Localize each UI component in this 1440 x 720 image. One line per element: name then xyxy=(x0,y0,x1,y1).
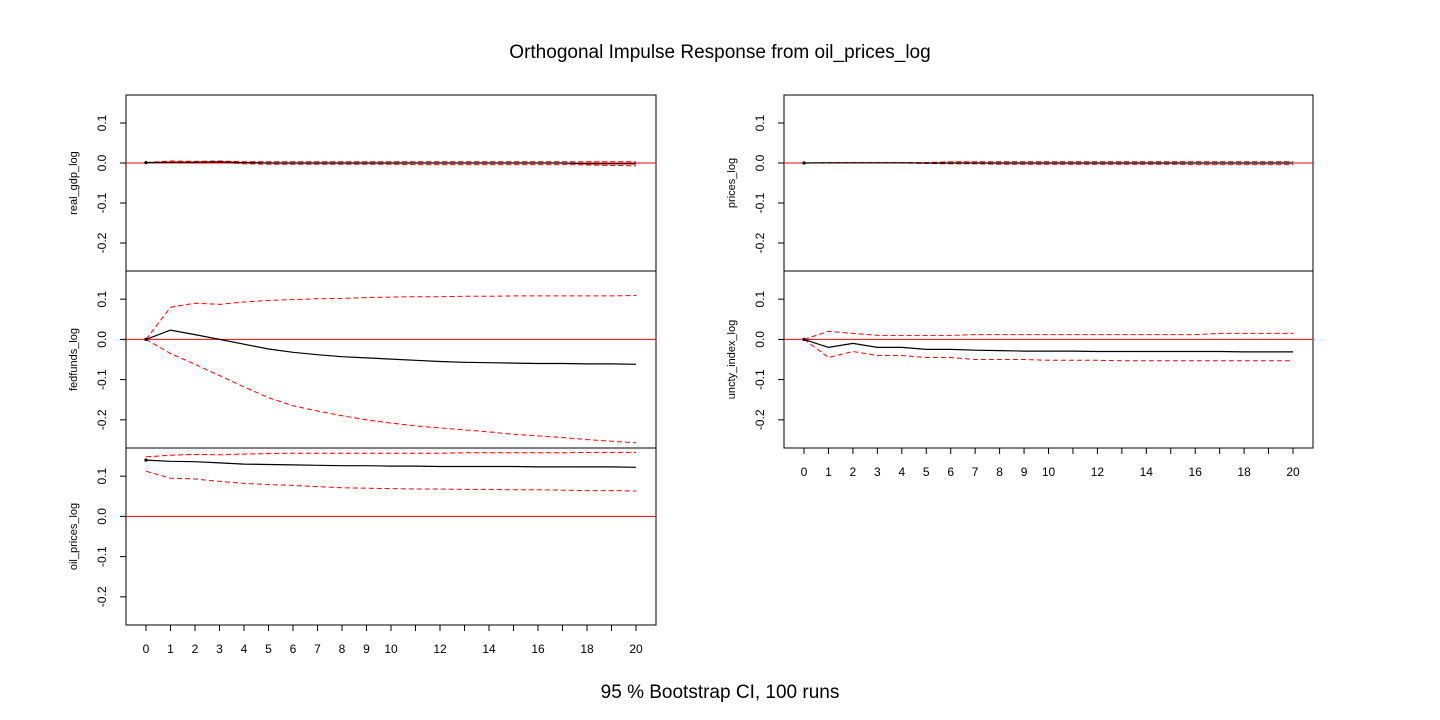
response-start-point xyxy=(802,337,806,341)
x-tick-label: 10 xyxy=(1042,465,1056,479)
response-line xyxy=(145,161,636,165)
y-tick-label: -0.2 xyxy=(95,232,109,253)
x-tick-label: 4 xyxy=(241,642,248,656)
ci-lower-line xyxy=(145,338,637,444)
response-start-point xyxy=(144,161,148,165)
y-tick-label: -0.1 xyxy=(95,369,109,390)
x-tick-label: 18 xyxy=(580,642,594,656)
ci-lower-line xyxy=(145,162,637,167)
x-tick-label: 7 xyxy=(972,465,979,479)
y-tick-label: 0.1 xyxy=(95,467,109,484)
y-tick-label: -0.2 xyxy=(95,586,109,607)
y-tick-label: 0.0 xyxy=(753,154,767,171)
x-tick-label: 4 xyxy=(898,465,905,479)
y-tick-label: -0.1 xyxy=(95,546,109,567)
response-start-point xyxy=(144,458,148,462)
ci-upper-line xyxy=(145,295,637,340)
ci-upper-line xyxy=(145,451,636,458)
ci-caption: 95 % Bootstrap CI, 100 runs xyxy=(600,682,840,703)
x-tick-label: 6 xyxy=(290,642,297,656)
x-tick-label: 10 xyxy=(384,642,398,656)
ci-lower-line xyxy=(145,470,637,492)
x-tick-label: 1 xyxy=(825,465,832,479)
x-tick-label: 6 xyxy=(947,465,954,479)
x-tick-label: 0 xyxy=(143,642,150,656)
x-tick-label: 16 xyxy=(1189,465,1203,479)
y-axis-label: oil_prices_log xyxy=(68,503,80,570)
ci-lower-line xyxy=(803,338,1293,362)
panel-fedfunds-log: -0.2 -0.1 0.0 0.1 fedfunds_log xyxy=(68,270,657,449)
y-tick-label: 0.0 xyxy=(753,331,767,348)
response-line xyxy=(145,459,637,468)
x-tick-label: 20 xyxy=(1286,465,1300,479)
x-tick-label: 12 xyxy=(1091,465,1105,479)
y-tick-label: 0.1 xyxy=(753,290,767,307)
y-tick-label: -0.1 xyxy=(95,192,109,213)
y-axis-label: prices_log xyxy=(726,158,738,208)
x-tick-label: 3 xyxy=(874,465,881,479)
panel-frame xyxy=(783,94,1314,272)
response-start-point xyxy=(144,337,148,341)
panel-real-gdp-log: -0.2 -0.1 0.0 0.1 real_gdp_log xyxy=(68,94,657,272)
x-tick-label: 20 xyxy=(629,642,643,656)
response-line xyxy=(145,329,637,365)
panel-frame xyxy=(125,94,657,272)
y-tick-label: -0.2 xyxy=(753,409,767,430)
x-tick-label: 9 xyxy=(1021,465,1028,479)
x-tick-label: 3 xyxy=(216,642,223,656)
chart-title: Orthogonal Impulse Response from oil_pri… xyxy=(509,42,931,63)
x-tick-label: 9 xyxy=(363,642,370,656)
panel-frame xyxy=(783,270,1314,449)
y-tick-label: 0.1 xyxy=(95,114,109,131)
ci-upper-line xyxy=(145,160,636,164)
y-tick-label: -0.2 xyxy=(95,409,109,430)
y-axis-label: real_gdp_log xyxy=(68,151,80,215)
x-tick-label: 8 xyxy=(996,465,1003,479)
x-tick-label: 7 xyxy=(314,642,321,656)
x-tick-label: 1 xyxy=(167,642,174,656)
panel-prices-log: -0.2 -0.1 0.0 0.1 prices_log xyxy=(726,94,1314,272)
x-tick-label: 2 xyxy=(850,465,857,479)
y-tick-label: 0.1 xyxy=(753,114,767,131)
y-axis-label: fedfunds_log xyxy=(68,328,80,391)
x-tick-label: 8 xyxy=(339,642,346,656)
ci-upper-line xyxy=(803,330,1293,340)
x-tick-label: 14 xyxy=(482,642,496,656)
y-tick-label: 0.1 xyxy=(95,290,109,307)
x-tick-label: 5 xyxy=(265,642,272,656)
y-tick-label: -0.1 xyxy=(753,369,767,390)
x-tick-label: 12 xyxy=(433,642,447,656)
y-tick-label: 0.0 xyxy=(95,508,109,525)
x-tick-label: 2 xyxy=(192,642,199,656)
response-line xyxy=(803,338,1293,353)
y-axis-label: uncty_index_log xyxy=(726,320,738,400)
response-start-point xyxy=(802,161,806,165)
panel-frame xyxy=(125,447,657,626)
x-tick-label: 16 xyxy=(531,642,545,656)
y-tick-label: 0.0 xyxy=(95,154,109,171)
y-tick-label: -0.1 xyxy=(753,192,767,213)
y-tick-label: -0.2 xyxy=(753,232,767,253)
x-tick-label: 5 xyxy=(923,465,930,479)
x-tick-label: 0 xyxy=(801,465,808,479)
x-tick-label: 14 xyxy=(1140,465,1154,479)
y-tick-label: 0.0 xyxy=(95,331,109,348)
x-tick-label: 18 xyxy=(1237,465,1251,479)
